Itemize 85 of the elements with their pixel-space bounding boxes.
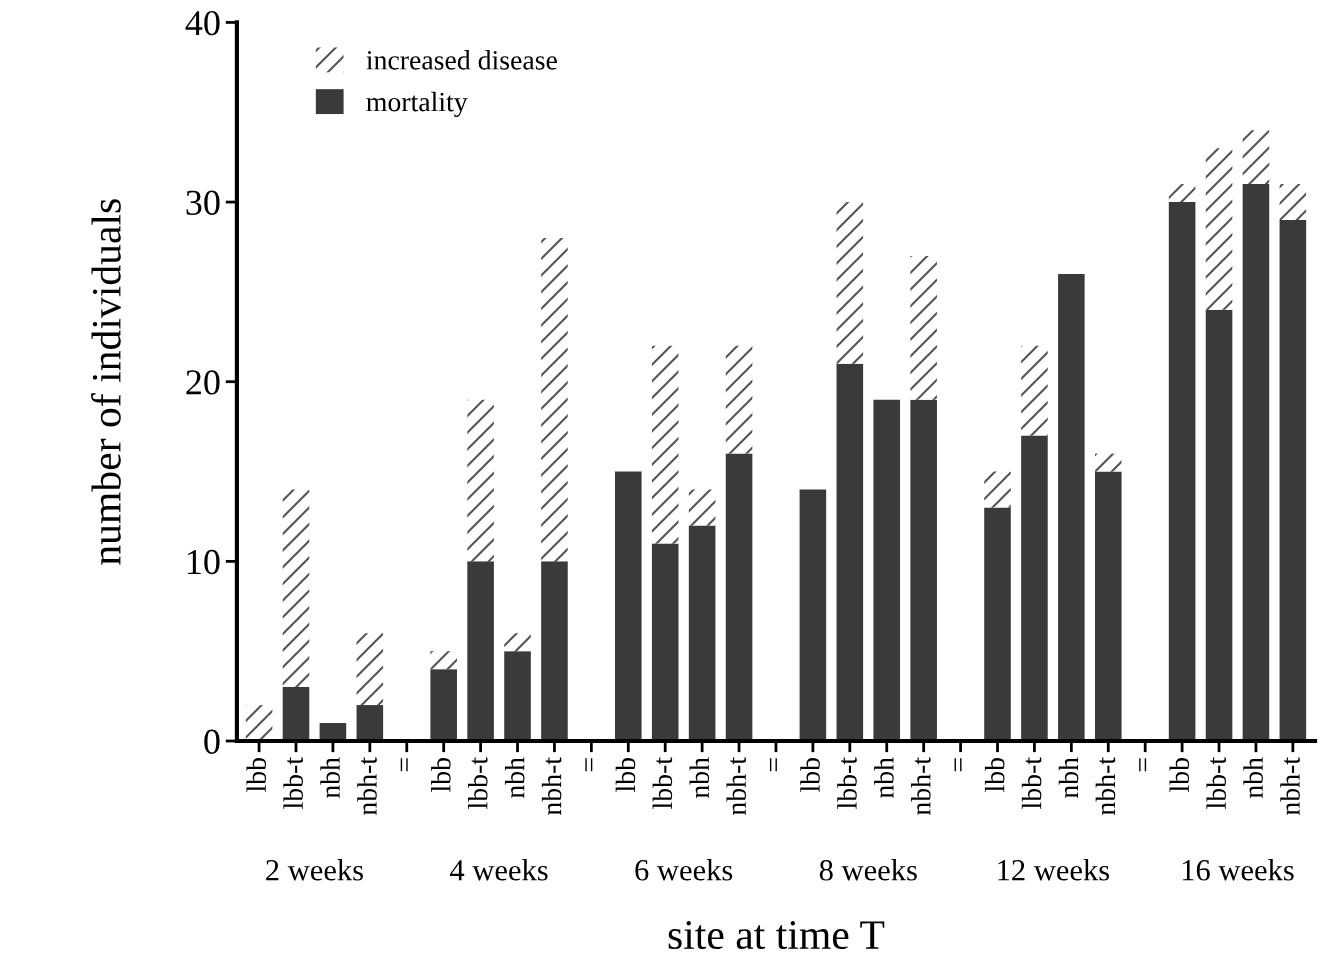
bar [725,345,753,454]
x-tick-label: lbb-t [1021,757,1042,809]
x-tick-label: lbb-t [468,757,488,809]
x-tick-label: nbh [504,757,525,798]
x-tick-label: = [400,758,408,772]
bar [245,705,273,741]
bar [356,633,384,706]
y-tick-label: 10 [188,549,220,575]
x-tick-label: nbh [689,757,710,798]
bar [688,489,716,526]
text: 4 weeks [450,859,548,881]
bar [725,453,753,741]
bar [356,705,384,741]
x-tick-label: = [585,758,593,772]
y-axis-title: number of individuals [91,199,121,565]
bar [651,543,679,741]
x-tick-label: nbh [874,757,894,798]
x-tick-label: lbb [246,758,267,792]
bar [910,255,937,400]
text: 12 weeks [998,859,1110,881]
bar [614,471,642,741]
bar [504,651,531,741]
x-tick-label: nbh-t [541,757,562,815]
y-tick-label: 40 [185,10,220,36]
bar [541,561,568,741]
bar [1058,273,1085,741]
bar [688,525,716,741]
x-tick-label: nbh-t [1280,757,1300,815]
x-tick-label: lbb-t [837,757,857,809]
bar [836,363,864,741]
bar [1168,202,1196,741]
x-tick-label: nbh-t [911,757,931,815]
x-tick-label: = [1139,758,1147,772]
bar [1021,435,1048,741]
x-tick-label: lbb [800,758,820,792]
text: 6 weeks [635,859,733,881]
x-tick-label: lbb [1169,758,1190,792]
x-tick-label: lbb-t [652,757,673,809]
legend-label: increased disease [366,50,557,70]
bar [541,238,568,562]
bar [1168,184,1196,203]
bar [1279,220,1307,741]
bar [651,345,679,544]
bar [1242,184,1270,741]
bar [430,651,457,670]
legend-label: mortality [366,91,468,118]
x-tick-label: lbb-t [283,757,303,809]
y-tick-label: 0 [204,729,220,754]
bar [1094,471,1122,741]
bar [1279,184,1307,221]
text: 16 weeks [1182,859,1294,881]
bar [910,399,937,741]
bar [504,633,531,652]
x-tick-label: = [769,758,777,772]
x-tick-label: nbh-t [1095,757,1116,815]
x-tick-label: nbh [1243,757,1263,798]
text: 2 weeks [266,859,363,881]
bar [873,399,901,741]
x-tick-label: lbb [615,758,636,792]
y-tick-label: 30 [186,190,220,215]
bar [836,202,864,364]
bar [984,507,1011,741]
text: 8 weeks [819,859,917,881]
x-tick-label: = [954,758,962,772]
bar [430,669,457,741]
bar [1205,309,1233,741]
bar [282,687,310,741]
bar [1021,345,1048,436]
bar [467,561,494,741]
bar [799,489,827,741]
y-tick-label: 20 [186,370,220,395]
bar [984,471,1011,508]
x-tick-label: nbh-t [726,757,746,815]
x-tick-label: nbh-t [357,757,377,815]
x-tick-label: lbb-t [1206,757,1226,809]
x-tick-label: nbh [1058,757,1079,798]
bar [1205,148,1233,310]
bar [467,399,494,562]
x-axis-title: site at time T [668,921,885,950]
bar [1242,130,1270,185]
bar [282,489,310,688]
x-tick-label: lbb [984,758,1005,792]
x-tick-label: nbh [320,757,340,798]
x-tick-label: lbb [431,758,451,792]
bar [1094,453,1122,472]
